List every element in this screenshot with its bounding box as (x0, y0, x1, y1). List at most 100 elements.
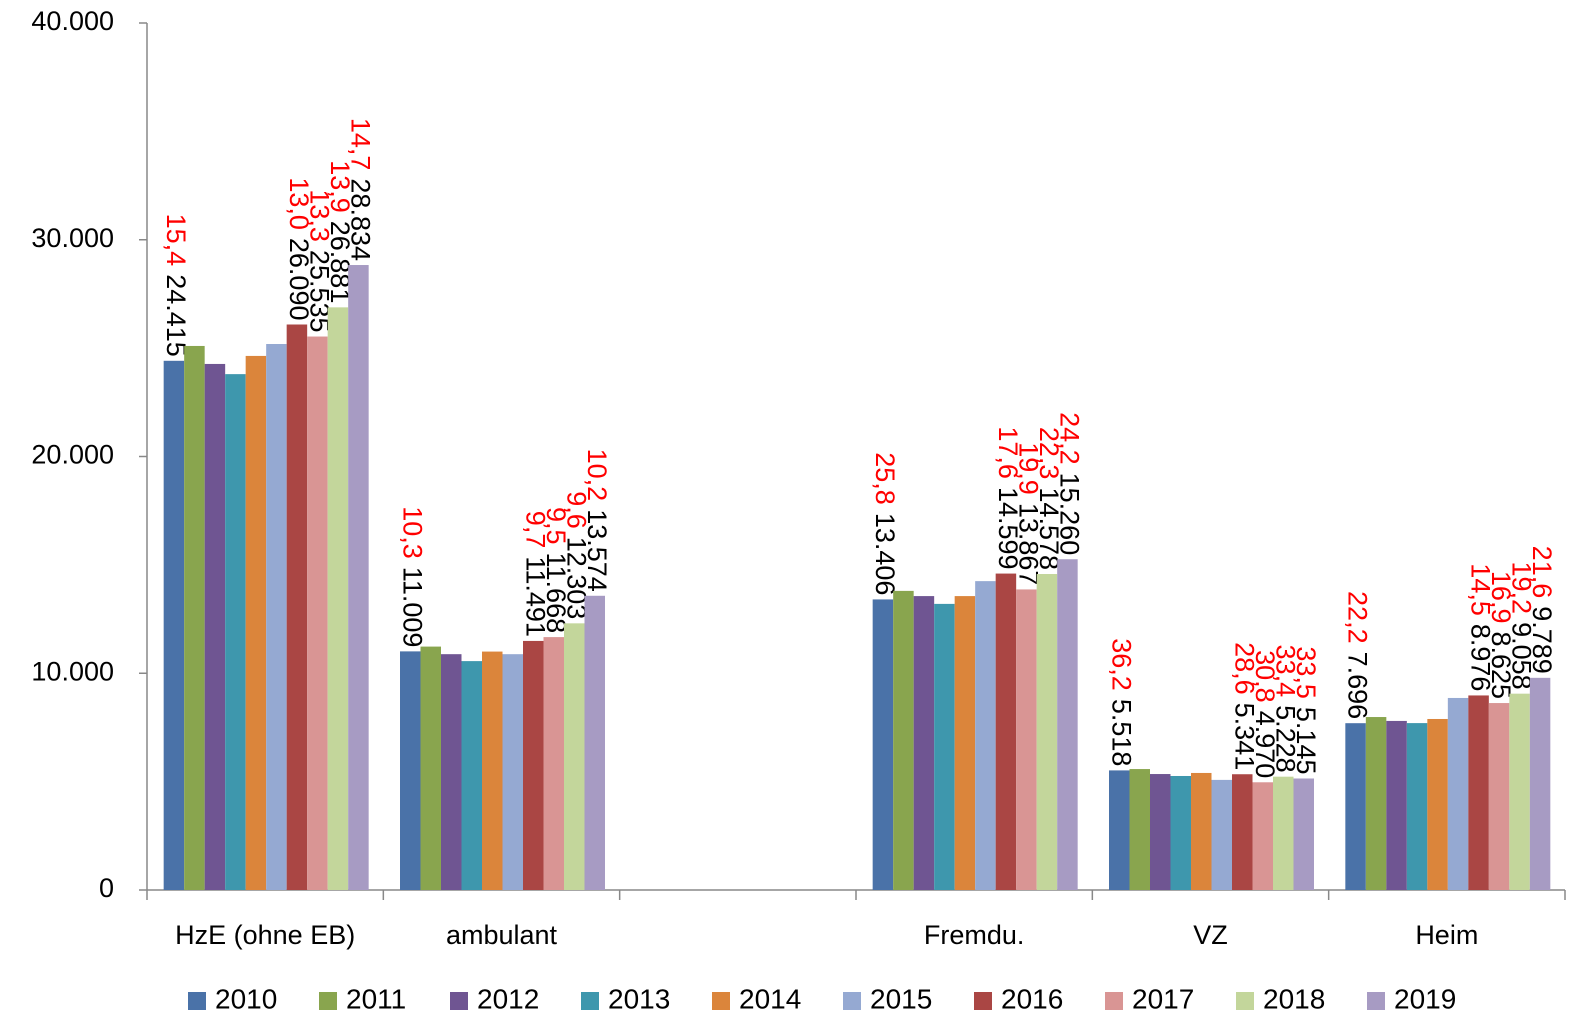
share-label: 13,3 (304, 189, 334, 242)
share-label: 33,4 (1270, 645, 1300, 698)
data-label: 19,29.058 (1506, 562, 1536, 690)
share-label: 28,6 (1229, 642, 1259, 695)
share-label: 25,8 (870, 452, 900, 505)
share-label: 30,8 (1250, 650, 1280, 703)
value-label: 5.145 (1291, 707, 1321, 775)
legend-label: 2011 (346, 983, 406, 1014)
bar (893, 590, 914, 890)
bar (1406, 723, 1428, 890)
bar (934, 603, 955, 890)
value-label: 11.668 (541, 553, 571, 634)
share-label: 21,6 (1527, 546, 1557, 599)
bar (543, 637, 564, 890)
data-label: 10,3 11.009 (397, 506, 427, 647)
legend-swatch (188, 992, 206, 1010)
bar (1211, 779, 1232, 890)
value-label: 8.625 (1486, 631, 1516, 699)
data-label: 36,2 5.518 (1106, 638, 1136, 766)
data-label: 13,325.535 (304, 189, 334, 332)
share-label: 33,5 (1291, 646, 1321, 699)
data-label: 19,9 13.867 (1013, 442, 1043, 585)
y-tick-label: 0 (99, 873, 114, 903)
legend-label: 2014 (739, 983, 801, 1014)
data-label: 15,4 24.415 (161, 214, 191, 357)
bar (1129, 769, 1150, 890)
value-label: 24.415 (161, 274, 191, 357)
bar (1427, 718, 1448, 890)
value-label: 13.574 (582, 509, 612, 592)
bar (307, 336, 328, 890)
legend-swatch (1236, 992, 1254, 1010)
bar (502, 654, 523, 890)
value-label: 5.228 (1270, 705, 1300, 773)
value-label: 13.867 (1013, 503, 1043, 586)
bar (975, 581, 996, 890)
value-label: 5.518 (1106, 699, 1136, 767)
legend-swatch (1367, 992, 1385, 1010)
value-label: 11.491 (520, 556, 550, 637)
data-label: 9,5 11.668 (541, 507, 571, 633)
legend-swatch (450, 992, 468, 1010)
data-label: 24,2 15.260 (1054, 412, 1084, 555)
y-tick-label: 10.000 (31, 656, 114, 686)
bar (1447, 697, 1469, 890)
value-label: 8.976 (1465, 624, 1495, 692)
bar (225, 374, 246, 890)
bar (872, 599, 894, 890)
bar (441, 654, 462, 890)
bar (1036, 574, 1058, 890)
bar (1386, 720, 1407, 890)
share-label: 19,9 (1013, 442, 1043, 495)
data-label: 28,6 5.341 (1229, 642, 1259, 770)
legend-label: 2016 (1001, 983, 1063, 1014)
value-label: 13.406 (870, 513, 900, 596)
share-label: 9,6 (561, 491, 591, 529)
data-label: 22,2 7.696 (1342, 591, 1372, 719)
share-label: 19,2 (1506, 562, 1536, 615)
value-label: 26.090 (284, 238, 314, 321)
bar (1109, 770, 1130, 890)
legend-label: 2017 (1132, 983, 1194, 1014)
data-label: 13,0 26.090 (284, 177, 314, 320)
x-tick-label: ambulant (446, 920, 558, 950)
share-label: 22,3 (1034, 427, 1064, 480)
bar (913, 596, 935, 890)
share-label: 13,0 (284, 177, 314, 230)
bar (1365, 717, 1387, 890)
value-label: 14.578 (1034, 487, 1064, 570)
bar (482, 651, 503, 890)
legend-label: 2015 (870, 983, 932, 1014)
y-tick-label: 20.000 (31, 440, 114, 470)
legend-swatch (712, 992, 730, 1010)
value-label: 7.696 (1342, 652, 1372, 720)
bar (461, 661, 482, 890)
bar (523, 640, 544, 890)
data-label: 10,2 13.574 (582, 449, 612, 592)
value-label: 9.789 (1527, 606, 1557, 674)
bar (1345, 723, 1366, 890)
bar (245, 355, 267, 891)
share-label: 9,5 (541, 507, 571, 545)
bar (327, 307, 349, 890)
data-label: 30,8 4.970 (1250, 650, 1280, 778)
bar (1016, 589, 1037, 890)
share-label: 10,2 (582, 449, 612, 502)
bar (420, 646, 441, 890)
bar (1488, 703, 1510, 890)
bar (1191, 772, 1212, 890)
bar (1252, 782, 1273, 890)
legend-label: 2018 (1263, 983, 1325, 1014)
share-label: 13,9 (325, 160, 355, 213)
data-label: 21,6 9.789 (1527, 546, 1557, 674)
bar (400, 651, 421, 890)
share-label: 16,9 (1486, 571, 1516, 624)
bar (995, 573, 1017, 890)
bar (564, 623, 585, 890)
share-label: 15,4 (161, 214, 191, 267)
share-label: 17,6 (993, 426, 1023, 479)
data-label: 17,6 14.599 (993, 426, 1023, 569)
bar (1468, 695, 1489, 890)
legend-label: 2013 (608, 983, 670, 1014)
x-tick-label: VZ (1193, 920, 1228, 950)
